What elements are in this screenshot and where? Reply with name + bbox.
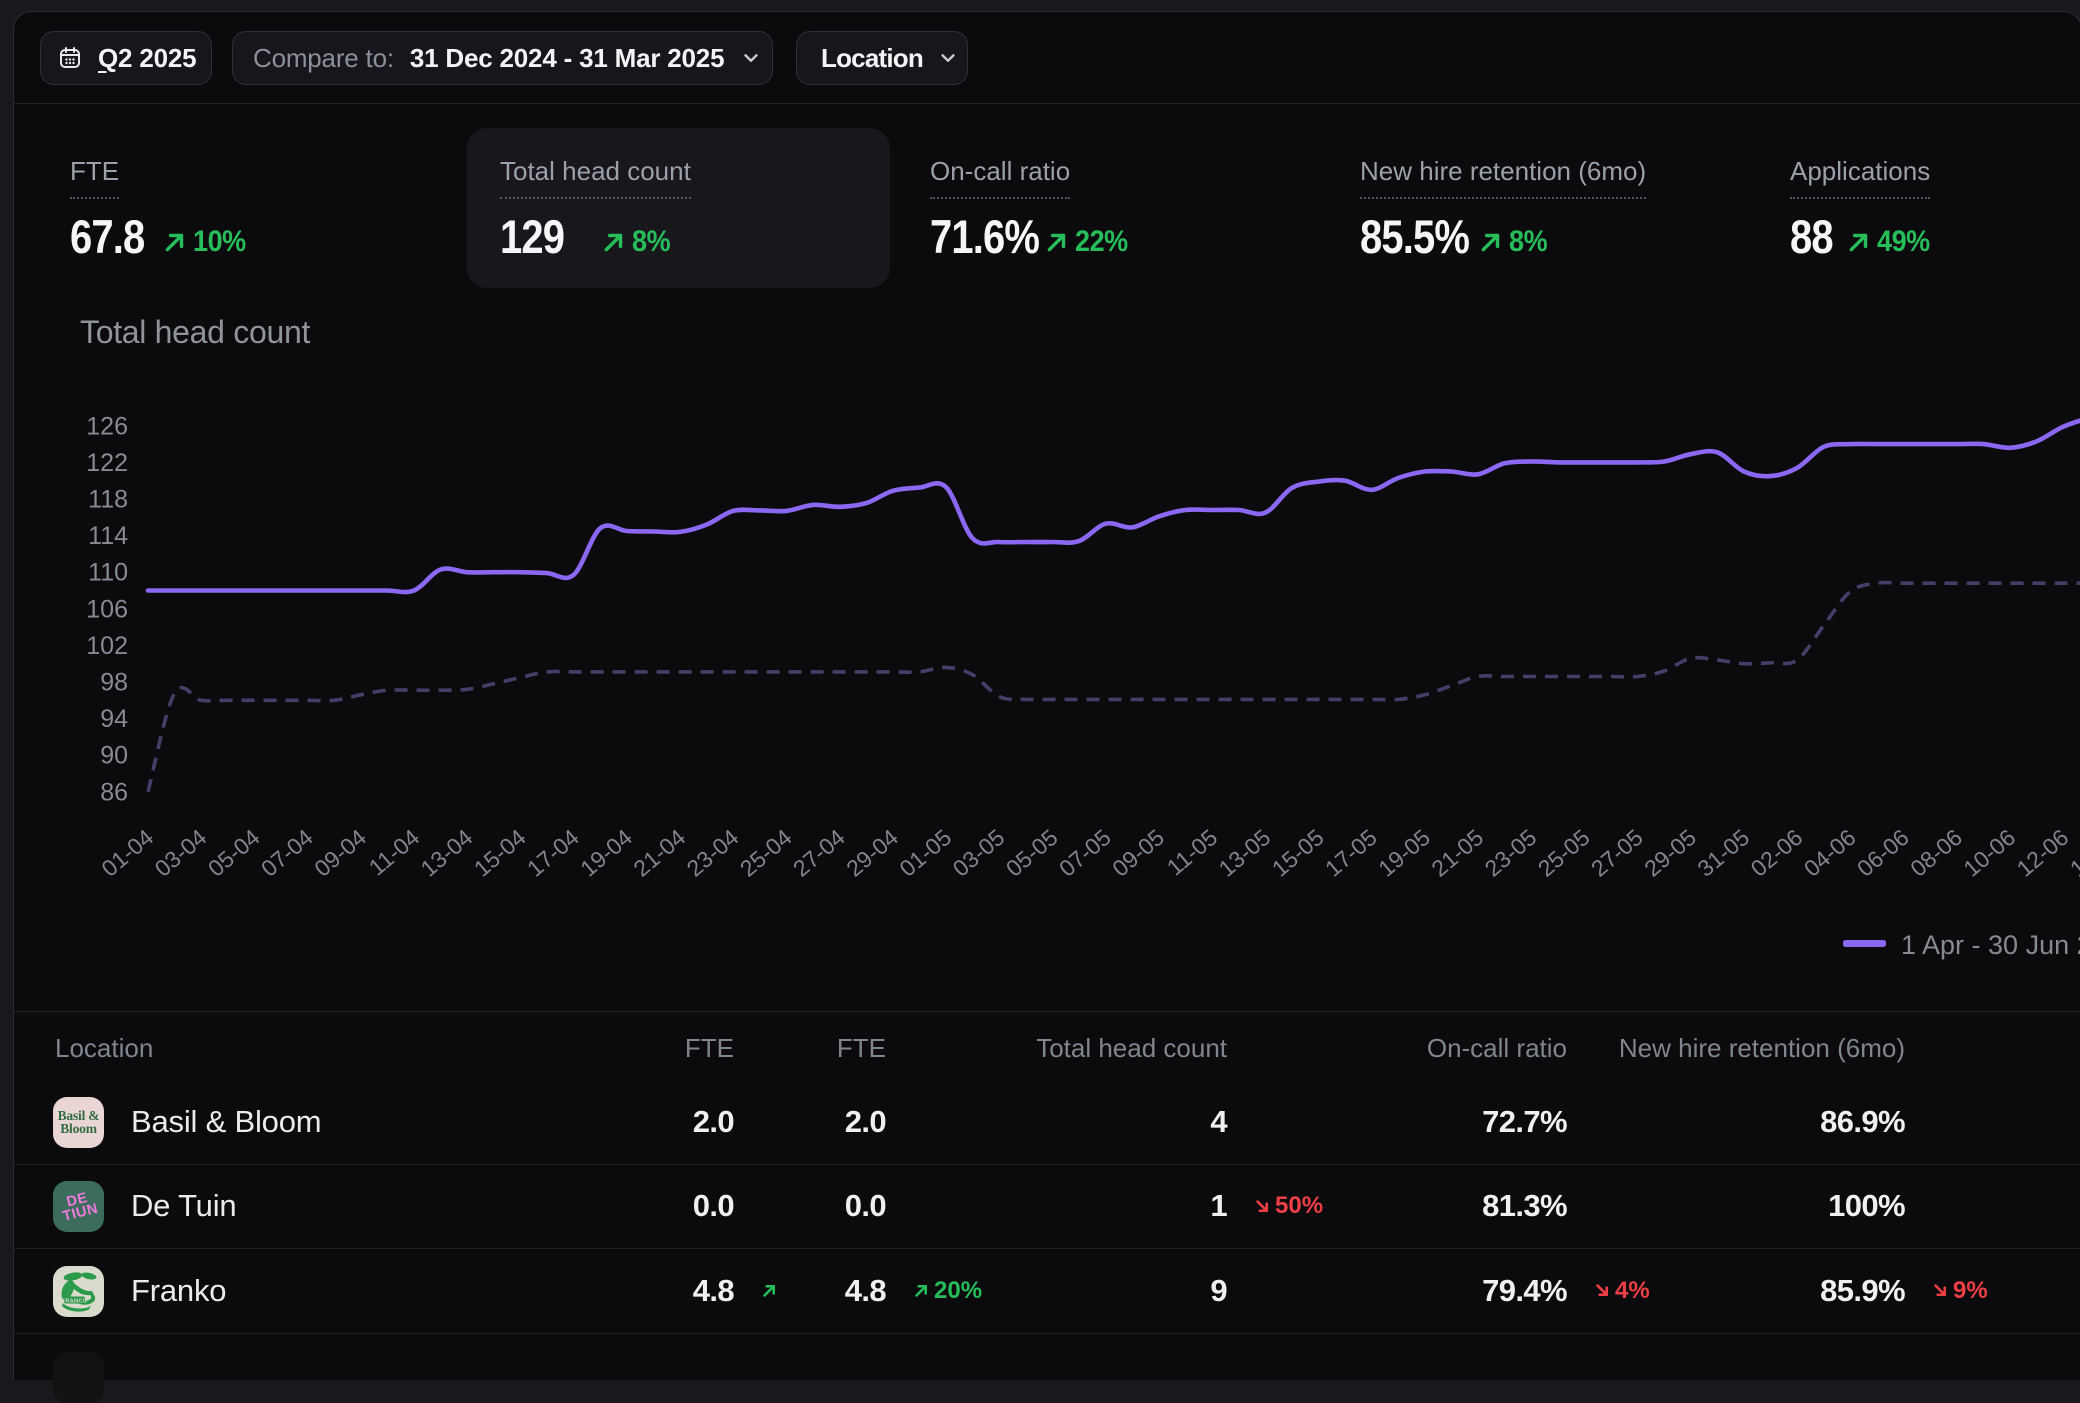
svg-text:09-04: 09-04 (309, 824, 371, 882)
svg-text:04-06: 04-06 (1799, 824, 1861, 882)
svg-text:29-04: 29-04 (841, 824, 903, 882)
svg-text:94: 94 (100, 705, 128, 733)
svg-text:13-05: 13-05 (1214, 824, 1276, 882)
svg-text:11-05: 11-05 (1162, 824, 1222, 881)
svg-text:10-06: 10-06 (1958, 824, 2020, 882)
svg-text:05-04: 05-04 (203, 824, 265, 882)
svg-text:07-04: 07-04 (256, 824, 318, 882)
svg-text:102: 102 (86, 632, 128, 660)
svg-text:86: 86 (100, 778, 128, 806)
svg-text:13-04: 13-04 (416, 824, 478, 882)
svg-text:31-05: 31-05 (1692, 824, 1754, 882)
svg-text:118: 118 (88, 486, 128, 514)
svg-text:114: 114 (88, 522, 128, 550)
svg-text:122: 122 (86, 449, 128, 477)
svg-text:15-04: 15-04 (469, 824, 531, 882)
svg-text:FRANCO: FRANCO (62, 1298, 88, 1304)
svg-text:25-04: 25-04 (735, 824, 797, 882)
svg-text:27-05: 27-05 (1586, 824, 1648, 882)
svg-text:98: 98 (100, 669, 128, 697)
svg-text:21-05: 21-05 (1426, 824, 1488, 882)
svg-text:19-05: 19-05 (1373, 824, 1435, 882)
svg-text:11-04: 11-04 (364, 824, 425, 881)
svg-text:29-05: 29-05 (1639, 824, 1701, 882)
svg-text:03-04: 03-04 (150, 824, 212, 882)
svg-text:09-05: 09-05 (1107, 824, 1169, 882)
svg-text:17-04: 17-04 (522, 824, 584, 882)
svg-text:19-04: 19-04 (575, 824, 637, 882)
svg-text:21-04: 21-04 (628, 824, 690, 882)
svg-text:02-06: 02-06 (1746, 824, 1808, 882)
svg-text:23-05: 23-05 (1480, 824, 1542, 882)
svg-text:106: 106 (86, 595, 128, 623)
svg-text:1 Apr - 30 Jun 20: 1 Apr - 30 Jun 20 (1901, 930, 2080, 960)
svg-text:08-06: 08-06 (1905, 824, 1967, 882)
svg-text:06-06: 06-06 (1852, 824, 1914, 882)
svg-text:27-04: 27-04 (788, 824, 850, 882)
svg-text:01-04: 01-04 (96, 824, 158, 882)
svg-text:17-05: 17-05 (1320, 824, 1382, 882)
svg-text:23-04: 23-04 (682, 824, 744, 882)
svg-text:110: 110 (88, 559, 128, 587)
svg-text:126: 126 (86, 412, 128, 440)
svg-text:05-05: 05-05 (1001, 824, 1063, 882)
svg-text:12-06: 12-06 (2012, 824, 2074, 882)
svg-text:01-05: 01-05 (894, 824, 956, 882)
svg-text:25-05: 25-05 (1533, 824, 1595, 882)
svg-text:14-06: 14-06 (2065, 824, 2080, 882)
svg-text:90: 90 (100, 742, 128, 770)
svg-text:07-05: 07-05 (1054, 824, 1116, 882)
svg-text:15-05: 15-05 (1267, 824, 1329, 882)
svg-text:03-05: 03-05 (948, 824, 1010, 882)
